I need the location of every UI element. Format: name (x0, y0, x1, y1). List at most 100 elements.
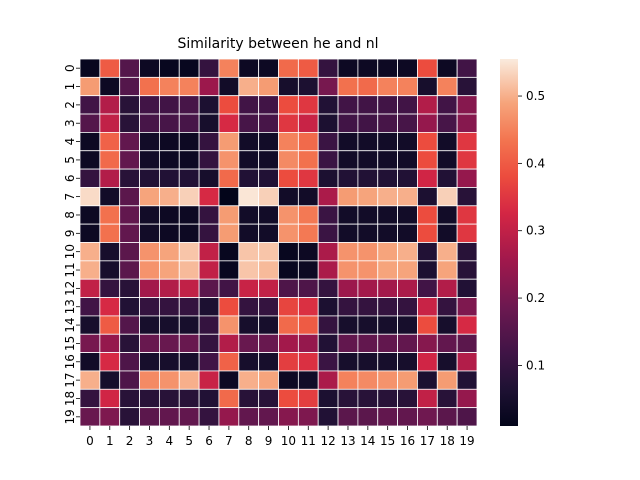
heatmap-cell (218, 315, 240, 335)
heatmap-cell (297, 388, 319, 409)
heatmap-cell (317, 131, 339, 152)
heatmap-cell (238, 260, 260, 280)
heatmap-cell (198, 223, 220, 243)
heatmap-cell (218, 76, 240, 97)
heatmap-cell (456, 187, 478, 207)
heatmap-cell (337, 297, 359, 317)
heatmap-cell (158, 315, 180, 335)
heatmap-cell (238, 205, 260, 225)
heatmap-cell (158, 407, 180, 427)
heatmap-cell (278, 150, 299, 170)
heatmap-cell (178, 131, 200, 152)
heatmap-cell (238, 370, 260, 390)
heatmap-cell (119, 168, 140, 188)
heatmap-cell (317, 297, 339, 317)
heatmap-cell (397, 407, 418, 427)
heatmap-cell (238, 150, 260, 170)
heatmap-cell (258, 205, 279, 225)
heatmap-cell (178, 223, 200, 243)
heatmap-cell (119, 223, 140, 243)
heatmap-cell (158, 58, 180, 78)
heatmap-cell (99, 187, 121, 207)
heatmap-cell (139, 315, 160, 335)
x-tick-label: 4 (166, 434, 174, 448)
colorbar-tick-label: 0.1 (526, 358, 545, 372)
heatmap-cell (218, 333, 240, 354)
heatmap-cell (218, 407, 240, 427)
heatmap-cell (337, 407, 359, 427)
heatmap-cell (337, 150, 359, 170)
heatmap-cell (436, 407, 458, 427)
heatmap-cell (198, 76, 220, 97)
heatmap-cell (79, 333, 101, 354)
heatmap-cell (79, 407, 101, 427)
heatmap-cell (357, 168, 379, 188)
heatmap-cell (218, 370, 240, 390)
heatmap-cell (297, 370, 319, 390)
heatmap-cell (99, 260, 121, 280)
heatmap-cell (436, 278, 458, 298)
heatmap-cell (158, 278, 180, 298)
heatmap-cell (317, 187, 339, 207)
heatmap-cell (357, 95, 379, 115)
heatmap-cell (337, 315, 359, 335)
x-axis-ticks: 0 1 2 3 4 5 6 7 8 9 10 11 12 13 14 15 16 17 18 19 (86, 426, 475, 448)
heatmap-cell (218, 205, 240, 225)
x-tick-label: 2 (126, 434, 134, 448)
heatmap-cell (238, 388, 260, 409)
heatmap-cell (258, 352, 279, 372)
heatmap-cell (456, 205, 478, 225)
heatmap-cell (218, 131, 240, 152)
heatmap-cell (397, 260, 418, 280)
heatmap-cell (377, 205, 399, 225)
heatmap-cell (436, 352, 458, 372)
heatmap-cell (139, 242, 160, 262)
heatmap-cell (357, 242, 379, 262)
heatmap-cell (456, 223, 478, 243)
heatmap-cell (337, 131, 359, 152)
heatmap-cell (139, 58, 160, 78)
heatmap-cell (119, 407, 140, 427)
heatmap-cell (278, 113, 299, 133)
heatmap-cell (139, 223, 160, 243)
heatmap-cell (456, 76, 478, 97)
heatmap-cell (337, 278, 359, 298)
heatmap-cell (218, 260, 240, 280)
y-tick-label: 8 (63, 211, 77, 219)
y-tick-label: 5 (63, 156, 77, 164)
heatmap-cell (198, 168, 220, 188)
heatmap-cell (139, 388, 160, 409)
x-tick-label: 14 (360, 434, 375, 448)
heatmap-cell (119, 242, 140, 262)
heatmap-cell (119, 260, 140, 280)
heatmap-cell (79, 315, 101, 335)
heatmap-cell (456, 260, 478, 280)
heatmap-cell (79, 352, 101, 372)
heatmap-cell (178, 150, 200, 170)
heatmap-cell (436, 297, 458, 317)
colorbar-tick-label: 0.3 (526, 224, 545, 238)
heatmap-cell (377, 352, 399, 372)
heatmap-cell (278, 187, 299, 207)
heatmap-cell (139, 278, 160, 298)
heatmap-cell (456, 131, 478, 152)
heatmap-cell (79, 278, 101, 298)
heatmap-cell (238, 76, 260, 97)
y-tick-label: 16 (63, 354, 77, 369)
y-tick-label: 17 (63, 372, 77, 387)
heatmap-cell (99, 95, 121, 115)
heatmap-cell (297, 58, 319, 78)
heatmap-cell (258, 370, 279, 390)
heatmap-cell (357, 388, 379, 409)
heatmap-cell (139, 95, 160, 115)
heatmap-cell (258, 131, 279, 152)
heatmap-cell (317, 150, 339, 170)
heatmap-cell (238, 315, 260, 335)
heatmap-cell (297, 407, 319, 427)
heatmap-cell (317, 260, 339, 280)
heatmap-cell (377, 388, 399, 409)
heatmap-cell (337, 333, 359, 354)
heatmap-cell (317, 352, 339, 372)
heatmap-cell (198, 150, 220, 170)
